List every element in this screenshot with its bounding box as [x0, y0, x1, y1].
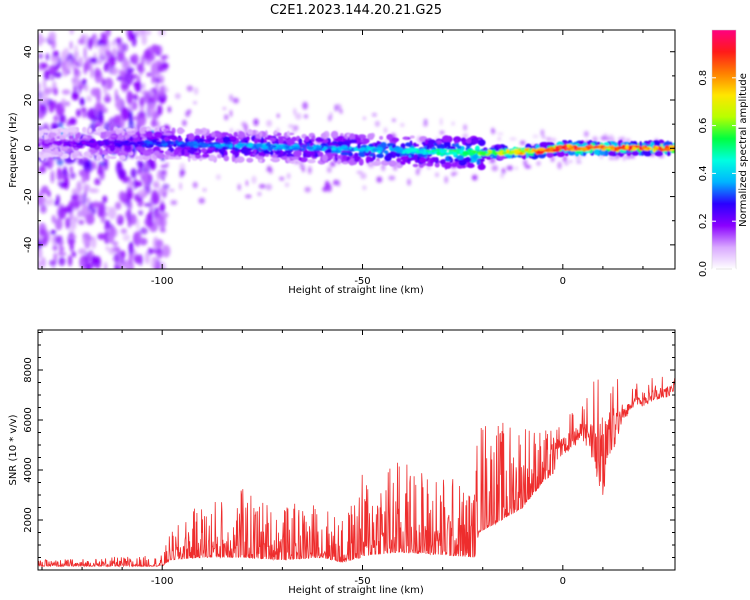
colorbar-tick-label: 0.2	[698, 213, 709, 229]
snr-ylabel: SNR (10 * v/v)	[8, 414, 19, 485]
spectrogram-ytick-label: 20	[23, 94, 34, 107]
snr-xtick-label: -100	[151, 576, 174, 587]
spectrogram-ticks: -100 -50 0 -40 -20 0 20 40	[23, 30, 675, 287]
spectrogram-image	[38, 30, 675, 269]
colorbar-gradient	[712, 30, 736, 269]
snr-series-line	[38, 376, 675, 568]
spectrogram-ytick-label: 0	[23, 145, 34, 151]
ridge-band	[38, 126, 675, 171]
spectrogram-xtick-label: 0	[560, 276, 566, 287]
spectrogram-ylabel: Frequency (Hz)	[8, 112, 19, 188]
spectrogram-ytick-label: -40	[23, 237, 34, 253]
snr-xtick-label: -50	[354, 576, 370, 587]
colorbar-tick-label: 0.0	[698, 261, 709, 277]
colorbar-tick-label: 0.4	[698, 165, 709, 181]
colorbar-ticks: 0.0 0.2 0.4 0.6 0.8	[698, 70, 736, 277]
spectrogram-ytick-label: -20	[23, 188, 34, 204]
snr-xtick-label: 0	[560, 576, 566, 587]
colorbar-tick-label: 0.6	[698, 118, 709, 134]
snr-ytick-label: 2000	[23, 507, 34, 532]
snr-frame	[37, 329, 676, 571]
spectrogram-ytick-label: 40	[23, 45, 34, 58]
colorbar-label: Normalized spectral amplitude	[738, 73, 749, 227]
snr-ytick-label: 4000	[23, 457, 34, 482]
spectrogram-xlabel: Height of straight line (km)	[288, 285, 424, 296]
snr-ytick-label: 6000	[23, 407, 34, 432]
snr-panel: -100 -50 0 2000 4000 6000 8000 Height of strai…	[8, 329, 676, 596]
snr-ticks: -100 -50 0 2000 4000 6000 8000	[23, 330, 675, 587]
snr-xlabel: Height of straight line (km)	[288, 585, 424, 596]
spectrogram-frame	[37, 29, 676, 270]
spectrogram-xtick-label: -50	[354, 276, 370, 287]
colorbar-tick-label: 0.8	[698, 70, 709, 86]
spectrogram-panel: -100 -50 0 -40 -20 0 20 40 Height of straight l…	[8, 29, 676, 296]
figure-title: C2E1.2023.144.20.21.G25	[270, 3, 442, 18]
colorbar-frame	[711, 29, 737, 270]
snr-ytick-label: 8000	[23, 357, 34, 382]
colorbar: 0.0 0.2 0.4 0.6 0.8 Normalized spectral ampl…	[698, 29, 749, 277]
spectrogram-xtick-label: -100	[151, 276, 174, 287]
